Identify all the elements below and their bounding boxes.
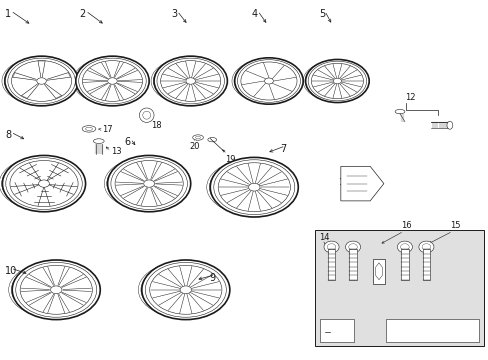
Bar — [348, 249, 356, 280]
Text: 17: 17 — [102, 125, 112, 134]
Bar — [327, 249, 335, 280]
Bar — [372, 258, 385, 284]
Text: 2: 2 — [80, 9, 86, 19]
Text: 20: 20 — [189, 142, 200, 151]
Ellipse shape — [107, 78, 117, 84]
Text: 5: 5 — [318, 9, 325, 19]
Ellipse shape — [345, 241, 360, 253]
Ellipse shape — [180, 286, 191, 294]
Ellipse shape — [192, 135, 203, 140]
Ellipse shape — [139, 108, 154, 122]
Ellipse shape — [12, 260, 100, 320]
Text: 14: 14 — [318, 233, 328, 242]
Ellipse shape — [154, 56, 227, 106]
Text: 3: 3 — [171, 9, 177, 19]
Ellipse shape — [185, 78, 195, 84]
Bar — [320, 319, 353, 342]
Ellipse shape — [248, 183, 260, 191]
Ellipse shape — [50, 286, 62, 294]
Text: 4: 4 — [251, 9, 258, 19]
Ellipse shape — [143, 180, 154, 187]
Ellipse shape — [446, 121, 452, 129]
Ellipse shape — [107, 156, 190, 212]
Bar — [400, 249, 408, 280]
Text: 16: 16 — [400, 221, 411, 230]
Polygon shape — [340, 166, 383, 201]
Ellipse shape — [37, 78, 46, 84]
Ellipse shape — [394, 109, 404, 114]
Ellipse shape — [264, 78, 273, 84]
Text: 12: 12 — [404, 93, 414, 102]
Ellipse shape — [39, 180, 49, 187]
Ellipse shape — [324, 241, 338, 253]
Text: 1: 1 — [5, 9, 11, 19]
Text: 19: 19 — [224, 155, 235, 164]
Ellipse shape — [93, 139, 104, 143]
Text: 18: 18 — [151, 121, 162, 130]
Ellipse shape — [418, 241, 433, 253]
Ellipse shape — [333, 78, 341, 84]
Text: 6: 6 — [124, 137, 131, 147]
Ellipse shape — [397, 241, 411, 253]
Ellipse shape — [210, 157, 298, 217]
Text: 10: 10 — [5, 266, 17, 276]
Ellipse shape — [142, 260, 229, 320]
Ellipse shape — [234, 58, 303, 104]
Text: 8: 8 — [5, 130, 11, 140]
Text: 7: 7 — [279, 144, 285, 154]
Bar — [315, 230, 483, 346]
Text: i: i — [334, 325, 338, 335]
Bar — [422, 249, 429, 280]
Bar — [386, 319, 478, 342]
Text: 15: 15 — [449, 221, 459, 230]
Ellipse shape — [2, 156, 85, 212]
Text: 9: 9 — [209, 273, 215, 283]
Ellipse shape — [5, 56, 78, 106]
Ellipse shape — [82, 126, 96, 132]
Ellipse shape — [76, 56, 149, 106]
Text: 13: 13 — [111, 147, 122, 156]
Text: 11: 11 — [338, 178, 348, 187]
Ellipse shape — [305, 59, 368, 103]
